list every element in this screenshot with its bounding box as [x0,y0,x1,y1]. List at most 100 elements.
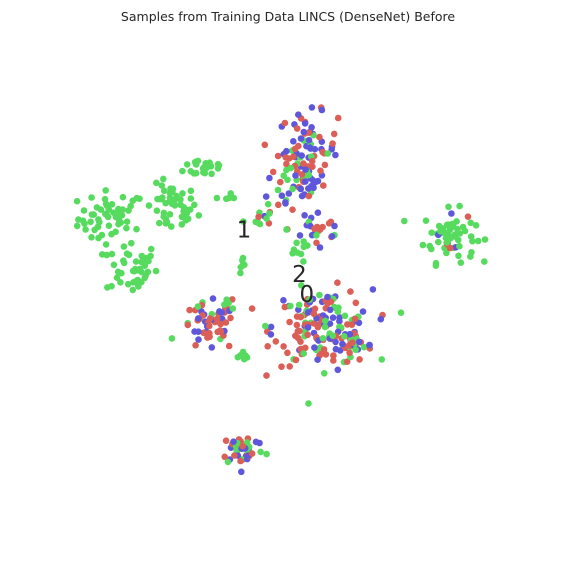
scatter-point-class-1 [112,228,119,236]
scatter-point-class-1 [120,257,127,265]
scatter-point-class-1 [168,223,175,230]
scatter-point-class-1 [103,251,110,259]
scatter-point-class-2 [283,147,290,155]
scatter-point-class-2 [355,338,363,346]
scatter-point-class-1 [153,179,160,187]
scatter-point-class-0 [222,437,230,445]
scatter-point-class-0 [278,363,285,371]
scatter-point-class-2 [292,172,299,179]
scatter-point-class-1 [213,194,221,202]
scatter-point-class-0 [293,125,301,132]
scatter-point-class-2 [195,328,202,336]
scatter-point-class-2 [282,199,289,206]
scatter-point-class-0 [186,306,193,314]
scatter-point-class-1 [181,213,189,220]
scatter-point-class-1 [178,221,186,228]
scatter-point-class-1 [160,175,167,183]
scatter-point-class-2 [278,192,286,199]
scatter-point-class-1 [88,194,95,201]
scatter-point-class-2 [308,104,316,111]
scatter-point-class-2 [266,174,273,182]
scatter-point-class-0 [305,192,313,200]
scatter-point-class-1 [257,448,264,456]
scatter-point-class-1 [455,236,462,244]
scatter-point-class-2 [326,306,334,314]
scatter-point-class-0 [200,329,207,337]
scatter-point-class-0 [330,352,337,359]
scatter-point-class-1 [112,213,120,221]
scatter-point-class-2 [346,330,354,338]
scatter-point-class-1 [73,197,81,205]
scatter-point-class-1 [177,196,184,203]
scatter-point-class-2 [326,320,334,328]
scatter-point-class-1 [306,296,313,303]
scatter-point-class-2 [334,366,342,374]
scatter-point-class-0 [248,450,256,457]
scatter-point-class-0 [293,321,301,329]
scatter-point-class-1 [108,250,116,258]
scatter-point-class-2 [216,308,223,315]
scatter-point-class-2 [305,185,312,192]
scatter-point-class-0 [206,322,213,330]
scatter-point-class-1 [152,267,160,275]
scatter-point-class-1 [183,161,191,168]
scatter-point-class-0 [286,363,294,370]
scatter-point-class-0 [206,315,214,322]
scatter-point-class-1 [179,190,186,197]
scatter-point-class-2 [297,135,305,142]
scatter-point-class-2 [328,233,336,240]
scatter-point-class-0 [222,319,230,326]
scatter-point-class-1 [319,335,327,342]
scatter-point-class-2 [301,212,308,219]
scatter-point-class-0 [311,305,319,313]
scatter-point-class-1 [102,241,110,248]
scatter-point-class-1 [98,231,106,239]
scatter-point-class-2 [329,314,337,322]
scatter-point-class-1 [127,202,134,210]
scatter-point-class-0 [225,342,233,350]
scatter-point-class-1 [438,224,445,232]
scatter-point-class-0 [285,155,293,162]
scatter-point-class-1 [341,312,349,320]
scatter-point-class-1 [108,282,115,290]
scatter-point-class-2 [311,344,318,351]
scatter-point-class-0 [292,332,299,340]
scatter-point-class-0 [320,182,327,189]
scatter-point-class-0 [192,342,199,349]
scatter-point-class-2 [195,336,202,343]
scatter-point-class-0 [221,453,228,461]
scatter-point-class-1 [201,169,209,177]
scatter-point-class-2 [331,222,338,230]
scatter-point-class-0 [316,133,323,141]
scatter-point-class-1 [316,291,323,299]
scatter-point-class-2 [339,340,346,348]
scatter-point-class-1 [481,236,489,243]
scatter-point-class-2 [369,286,377,293]
scatter-point-class-2 [295,111,302,118]
scatter-point-class-1 [166,189,174,197]
scatter-point-class-1 [194,303,202,310]
scatter-point-class-0 [296,327,303,335]
scatter-point-class-0 [349,339,356,346]
scatter-point-class-1 [80,207,88,214]
scatter-point-class-0 [329,140,336,147]
scatter-point-class-1 [144,268,152,276]
scatter-point-class-1 [481,258,488,265]
scatter-point-class-1 [158,195,165,203]
scatter-point-class-1 [96,218,103,226]
scatter-point-class-2 [336,314,343,321]
scatter-point-class-0 [351,315,359,323]
scatter-point-class-1 [123,218,131,225]
scatter-point-class-1 [166,194,174,202]
scatter-point-class-1 [453,218,460,225]
scatter-point-class-1 [136,195,143,202]
scatter-point-class-0 [263,372,270,379]
scatter-point-class-2 [309,176,316,184]
scatter-point-class-1 [88,234,95,241]
scatter-point-class-1 [443,239,451,246]
scatter-point-class-1 [131,267,138,275]
scatter-point-class-1 [428,229,436,236]
scatter-point-class-1 [115,220,122,228]
scatter-point-class-0 [334,114,342,122]
scatter-point-class-1 [134,276,141,284]
